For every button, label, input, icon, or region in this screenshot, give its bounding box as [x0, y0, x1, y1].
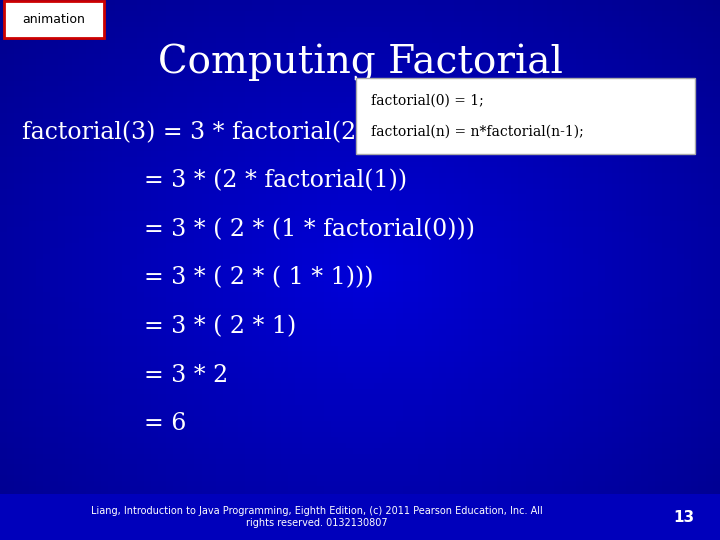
Text: = 3 * ( 2 * 1): = 3 * ( 2 * 1) — [144, 315, 296, 338]
FancyBboxPatch shape — [4, 1, 104, 38]
Text: animation: animation — [22, 13, 86, 26]
FancyBboxPatch shape — [356, 78, 695, 154]
Text: factorial(0) = 1;: factorial(0) = 1; — [371, 93, 484, 107]
Text: = 6: = 6 — [144, 413, 186, 435]
Text: factorial(3) = 3 * factorial(2): factorial(3) = 3 * factorial(2) — [22, 121, 365, 144]
Text: = 3 * ( 2 * (1 * factorial(0))): = 3 * ( 2 * (1 * factorial(0))) — [144, 218, 475, 241]
Text: Computing Factorial: Computing Factorial — [158, 44, 562, 82]
Text: Liang, Introduction to Java Programming, Eighth Edition, (c) 2011 Pearson Educat: Liang, Introduction to Java Programming,… — [91, 507, 543, 528]
Text: factorial(n) = n*factorial(n-1);: factorial(n) = n*factorial(n-1); — [371, 125, 583, 139]
Text: = 3 * 2: = 3 * 2 — [144, 364, 228, 387]
Text: = 3 * ( 2 * ( 1 * 1))): = 3 * ( 2 * ( 1 * 1))) — [144, 267, 374, 289]
Text: = 3 * (2 * factorial(1)): = 3 * (2 * factorial(1)) — [144, 170, 407, 192]
Bar — [0, 494, 720, 540]
Text: 13: 13 — [673, 510, 695, 524]
